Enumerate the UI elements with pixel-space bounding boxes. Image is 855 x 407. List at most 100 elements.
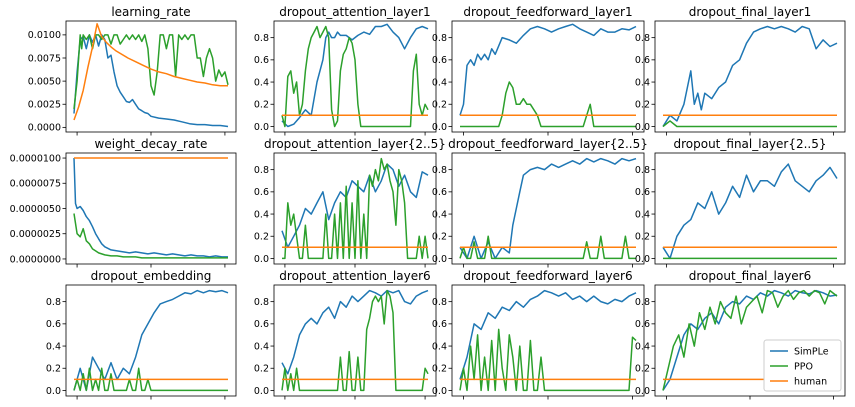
series-ppo-line [282, 157, 429, 260]
y-tick-label: 0.2 [254, 232, 269, 243]
y-tick-label: 0.2 [635, 100, 650, 111]
y-tick-label: 0.0000000 [10, 254, 61, 265]
series-ppo-line [460, 81, 636, 128]
series-ppo-line [459, 235, 636, 260]
y-tick-label: 0.0075 [28, 53, 61, 64]
series-ppo-line [281, 25, 429, 128]
series-simple-line [281, 289, 429, 375]
y-tick-label: 0.0 [254, 386, 269, 397]
series-ppo-line [459, 328, 637, 392]
y-tick-label: 0.6 [254, 55, 269, 66]
panel-dropout-embedding: 0.0 0.2 0.4 0.6 0.8 dropout_embedding [46, 269, 237, 400]
y-tick-label: 0.6 [254, 319, 269, 330]
legend-frame [763, 339, 842, 392]
y-tick-label: 0.0000025 [10, 229, 61, 240]
legend: SimPLe PPO human [763, 339, 842, 392]
chart-title: dropout_attention_layer1 [279, 5, 430, 19]
y-tick-label: 0.4 [432, 341, 447, 352]
y-tick-label: 0.0100 [28, 30, 61, 41]
y-tick-label: 0.8 [635, 297, 650, 308]
y-tick-label: 0.0 [635, 254, 650, 265]
series-ppo-line [662, 289, 838, 391]
series-simple-line [662, 25, 838, 127]
y-tick-label: 0.0 [254, 254, 269, 265]
y-tick-label: 0.0025 [28, 100, 61, 111]
y-tick-label: 0.2 [432, 100, 447, 111]
y-tick-label: 0.0000100 [10, 153, 61, 164]
y-tick-label: 0.0 [432, 386, 447, 397]
panel-dropout-feedforward-layer6: 0.0 0.2 0.4 0.6 0.8 dropout_feedforward_layer… [432, 269, 645, 400]
series-ppo-line [73, 367, 228, 392]
y-tick-label: 0.4 [254, 77, 269, 88]
series-simple-line [662, 289, 838, 391]
series-simple-line [459, 289, 637, 380]
chart-title: dropout_embedding [91, 269, 212, 283]
y-tick-label: 0.6 [635, 55, 650, 66]
y-tick-label: 0.6 [432, 55, 447, 66]
y-tick-label: 0.4 [635, 341, 650, 352]
y-tick-label: 0.4 [432, 77, 447, 88]
panel-learning-rate: 0.0000 0.0025 0.0050 0.0075 0.0100 learning_r… [28, 5, 237, 136]
y-tick-label: 0.4 [254, 341, 269, 352]
series-ppo-line [73, 213, 228, 259]
series-simple-line [281, 163, 429, 249]
series-ppo-line [662, 120, 837, 128]
y-tick-label: 0.6 [432, 187, 447, 198]
y-tick-label: 0.0 [46, 386, 61, 397]
chart-title: dropout_attention_layer{2..5} [264, 137, 446, 151]
y-tick-label: 0.8 [432, 33, 447, 44]
y-tick-label: 0.8 [635, 33, 650, 44]
chart-title: dropout_attention_layer6 [279, 269, 430, 283]
y-tick-label: 0.4 [254, 209, 269, 220]
series-ppo-line [281, 289, 429, 392]
y-tick-label: 0.8 [635, 165, 650, 176]
y-tick-label: 0.4 [46, 341, 61, 352]
y-tick-label: 0.0000075 [10, 179, 61, 190]
y-tick-label: 0.8 [254, 297, 269, 308]
y-tick-label: 0.6 [635, 319, 650, 330]
y-tick-label: 0.2 [635, 232, 650, 243]
chart-title: dropout_final_layer1 [689, 5, 812, 19]
y-tick-label: 0.0000 [28, 123, 61, 134]
panel-dropout-final-layer25: 0.0 0.2 0.4 0.6 0.8 dropout_final_layer{2..5} [635, 137, 846, 268]
series-ppo-line [73, 34, 229, 109]
y-tick-label: 0.0000050 [10, 204, 61, 215]
chart-title: dropout_feedforward_layer6 [463, 269, 632, 283]
panel-dropout-feedforward-layer1: 0.0 0.2 0.4 0.6 0.8 dropout_feedforward_layer… [432, 5, 645, 136]
chart-title: learning_rate [111, 5, 190, 19]
y-tick-label: 0.0 [432, 122, 447, 133]
y-tick-label: 0.2 [432, 232, 447, 243]
y-tick-label: 0.8 [432, 297, 447, 308]
y-tick-label: 0.8 [254, 165, 269, 176]
y-tick-label: 0.2 [432, 364, 447, 375]
legend-label-human: human [794, 376, 827, 387]
chart-title: dropout_feedforward_layer{2..5} [448, 137, 648, 151]
y-tick-label: 0.2 [254, 364, 269, 375]
chart-title: dropout_final_layer6 [689, 269, 812, 283]
y-tick-label: 0.2 [46, 364, 61, 375]
chart-title: dropout_feedforward_layer1 [463, 5, 632, 19]
y-tick-label: 0.6 [254, 187, 269, 198]
y-tick-label: 0.4 [635, 209, 650, 220]
series-simple-line [459, 157, 637, 260]
y-tick-label: 0.6 [635, 187, 650, 198]
panel-dropout-attention-layer6: 0.0 0.2 0.4 0.6 0.8 dropout_attention_layer6 [254, 269, 437, 400]
chart-title: weight_decay_rate [95, 137, 208, 151]
y-tick-label: 0.0 [635, 122, 650, 133]
series-simple-line [73, 34, 229, 128]
series-simple-line [662, 163, 838, 260]
legend-label-ppo: PPO [794, 361, 813, 372]
y-tick-label: 0.6 [432, 319, 447, 330]
y-tick-label: 0.0 [635, 386, 650, 397]
panel-dropout-attention-layer1: 0.0 0.2 0.4 0.6 0.8 dropout_attention_layer1 [254, 5, 437, 136]
y-tick-label: 0.4 [432, 209, 447, 220]
y-tick-label: 0.2 [635, 364, 650, 375]
y-tick-label: 0.0050 [28, 76, 61, 87]
series-simple-line [281, 23, 429, 128]
y-tick-label: 0.0 [254, 122, 269, 133]
legend-label-simple: SimPLe [794, 346, 829, 357]
series-simple-line [459, 23, 637, 116]
series-simple-line [73, 157, 228, 258]
panel-dropout-feedforward-layer25: 0.0 0.2 0.4 0.6 0.8 dropout_feedforward_layer… [432, 137, 648, 268]
